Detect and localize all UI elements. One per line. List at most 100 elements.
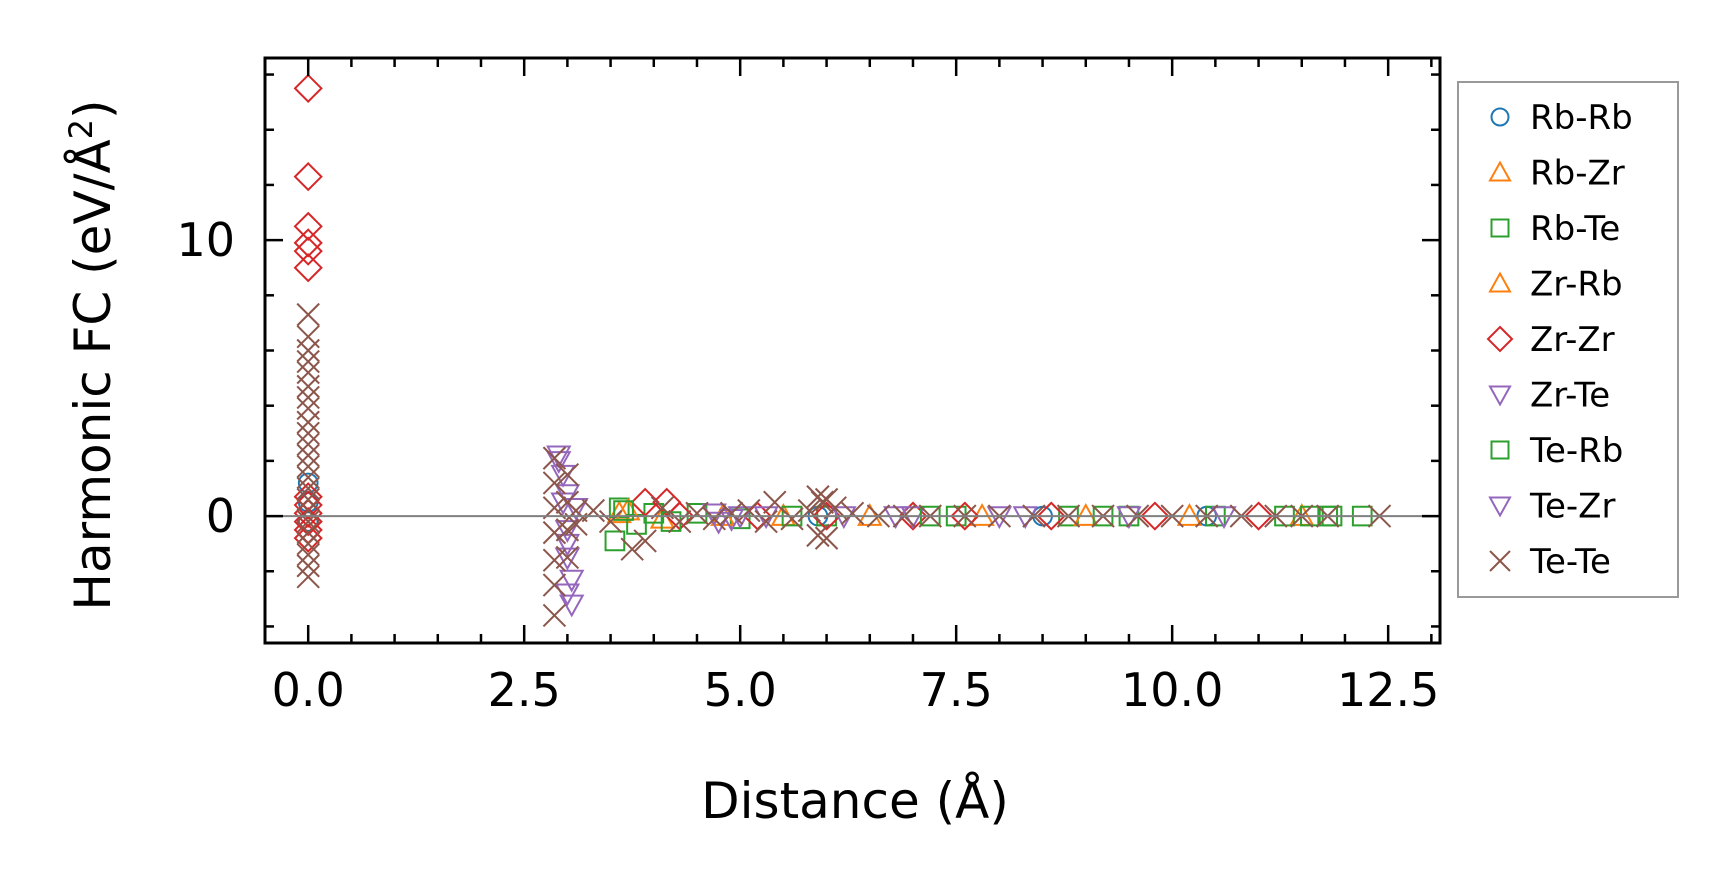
legend-item: Zr-Zr: [1486, 320, 1615, 360]
data-point: [559, 569, 585, 593]
data-point: [296, 498, 320, 523]
data-point: [293, 506, 323, 537]
data-point: [296, 520, 320, 545]
legend-label: Zr-Zr: [1530, 320, 1615, 360]
data-point: [542, 471, 567, 495]
data-point: [293, 253, 323, 283]
data-point: [1243, 501, 1274, 531]
data-point: [296, 338, 320, 363]
data-point: [581, 498, 606, 523]
y-axis-label-superscript: 2: [62, 119, 100, 139]
x-tick-label: 0.0: [272, 663, 345, 717]
x-tick-labels: 0.0 2.5 5.0 7.5 10.0 12.5: [272, 663, 1440, 717]
y-axis-label-main: Harmonic FC (eV/Å: [64, 139, 122, 610]
data-point: [613, 500, 634, 521]
data-point: [555, 545, 580, 570]
legend-marker: [1488, 385, 1512, 407]
axis-ticks: [263, 58, 1440, 643]
data-point: [296, 565, 320, 589]
data-point: [986, 506, 1013, 530]
data-point: [620, 537, 644, 561]
data-point: [296, 385, 320, 410]
legend-label: Zr-Rb: [1530, 265, 1623, 305]
data-point: [293, 236, 323, 266]
legend-label: Te-Rb: [1529, 431, 1623, 471]
data-point: [293, 162, 323, 192]
data-point: [667, 509, 692, 534]
data-marks: [293, 73, 1392, 628]
data-point: [604, 530, 626, 552]
data-point: [296, 487, 320, 512]
y-axis-label-close: ): [64, 99, 122, 119]
data-point: [554, 520, 581, 543]
legend-item: Te-Zr: [1488, 487, 1615, 527]
y-tick-label: 0: [206, 489, 235, 543]
legend-marker: [1488, 271, 1512, 293]
data-point: [945, 505, 967, 527]
x-tick-label: 7.5: [920, 663, 993, 717]
legend-label: Rb-Te: [1530, 209, 1620, 249]
data-point: [1176, 503, 1203, 526]
data-point: [296, 454, 320, 479]
data-point: [781, 505, 803, 527]
data-point: [563, 497, 589, 521]
legend-box: [1457, 81, 1679, 598]
data-point: [797, 498, 822, 523]
data-point: [296, 531, 320, 556]
x-tick-label: 10.0: [1121, 663, 1223, 717]
data-point: [296, 432, 320, 457]
data-point: [554, 533, 581, 557]
legend-item: Te-Rb: [1490, 431, 1623, 471]
legend-label: Rb-Zr: [1530, 154, 1625, 194]
data-point: [840, 501, 865, 526]
data-point: [780, 507, 804, 531]
data-point: [296, 554, 320, 578]
data-point: [626, 513, 647, 535]
x-tick-label: 2.5: [488, 663, 561, 717]
data-point: [702, 507, 726, 531]
data-point: [754, 509, 778, 534]
x-tick-label: 5.0: [704, 663, 777, 717]
data-point: [1351, 505, 1373, 527]
plot-frame: [263, 56, 1442, 645]
data-point: [293, 73, 323, 103]
data-point: [296, 324, 320, 349]
data-point: [598, 509, 623, 534]
legend-marker: [1486, 325, 1514, 353]
data-point: [685, 501, 709, 526]
data-point: [810, 490, 834, 514]
data-point: [950, 501, 980, 531]
legend-marker: [1489, 550, 1511, 572]
data-point: [296, 396, 320, 421]
data-point: [293, 228, 323, 258]
data-point: [542, 573, 567, 597]
x-tick-label: 12.5: [1337, 663, 1439, 717]
legend: Rb-Rb Rb-Zr Rb-Te Zr-Rb Zr-Zr Zr-Te Te-Rb Te-Zr…: [1457, 81, 1679, 598]
legend-marker: [1490, 440, 1510, 460]
legend-marker: [1490, 218, 1510, 238]
data-point: [737, 498, 761, 523]
data-point: [554, 583, 581, 607]
legend-label: Te-Zr: [1529, 487, 1615, 527]
data-point: [608, 497, 630, 519]
data-point: [555, 462, 580, 487]
data-point: [1274, 505, 1295, 527]
data-point: [554, 547, 581, 571]
data-point: [296, 509, 320, 534]
data-point: [293, 523, 323, 553]
data-point: [806, 523, 830, 548]
legend-item: Zr-Rb: [1488, 265, 1623, 305]
data-point: [542, 603, 567, 628]
legend-item: Rb-Zr: [1488, 154, 1625, 194]
data-point: [546, 451, 572, 474]
legend-item: Rb-Rb: [1490, 98, 1633, 138]
data-point: [1073, 503, 1099, 526]
data-point: [296, 302, 320, 327]
data-point: [296, 465, 320, 490]
data-point: [296, 476, 320, 501]
legend-marker: [1488, 160, 1512, 182]
data-point: [296, 349, 320, 374]
legend-item: Zr-Te: [1488, 376, 1610, 416]
data-point: [660, 511, 682, 532]
